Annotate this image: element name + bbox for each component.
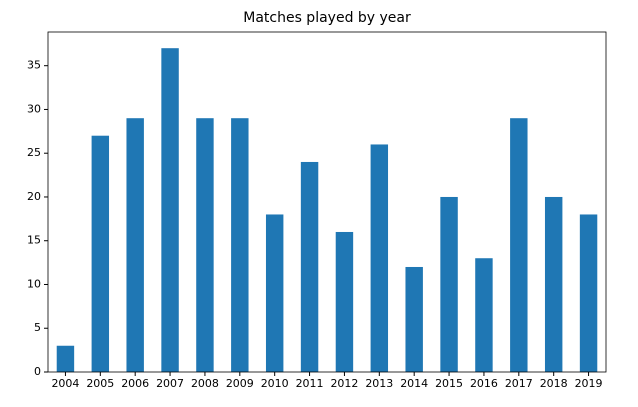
y-tick-label: 5: [34, 321, 41, 334]
y-tick-label: 20: [27, 190, 41, 203]
x-tick-label: 2004: [51, 377, 79, 390]
x-tick-label: 2009: [226, 377, 254, 390]
x-tick-label: 2006: [121, 377, 149, 390]
bar: [370, 144, 389, 372]
x-tick-label: 2008: [191, 377, 219, 390]
chart-title: Matches played by year: [243, 10, 411, 26]
bar: [544, 196, 563, 372]
bar: [56, 345, 75, 372]
x-tick-label: 2013: [365, 377, 393, 390]
x-tick-label: 2005: [86, 377, 114, 390]
x-tick-label: 2011: [296, 377, 324, 390]
bar: [231, 118, 249, 373]
plot-frame: [47, 31, 607, 373]
bar: [161, 48, 179, 372]
x-tick-label: 2015: [435, 377, 463, 390]
bar: [510, 118, 528, 373]
bar: [579, 214, 598, 372]
bar: [126, 118, 144, 373]
bar: [335, 231, 354, 372]
x-tick-label: 2019: [575, 377, 603, 390]
x-tick-label: 2016: [470, 377, 498, 390]
x-tick-label: 2018: [540, 377, 568, 390]
x-tick-label: 2017: [505, 377, 533, 390]
bar: [300, 161, 319, 372]
y-tick-label: 10: [27, 277, 41, 290]
y-tick-label: 30: [27, 102, 41, 115]
y-tick-label: 25: [27, 146, 41, 159]
x-tick-label: 2012: [330, 377, 358, 390]
bar: [405, 266, 423, 372]
bar: [91, 135, 110, 372]
y-tick-label: 35: [27, 59, 41, 72]
x-tick-label: 2014: [400, 377, 428, 390]
x-tick-label: 2010: [261, 377, 289, 390]
x-tick-label: 2007: [156, 377, 184, 390]
bar: [265, 214, 284, 372]
y-tick-label: 15: [27, 234, 41, 247]
bar: [196, 118, 214, 373]
bar: [440, 196, 458, 372]
bar: [475, 258, 493, 372]
y-tick-label: 0: [34, 365, 41, 378]
